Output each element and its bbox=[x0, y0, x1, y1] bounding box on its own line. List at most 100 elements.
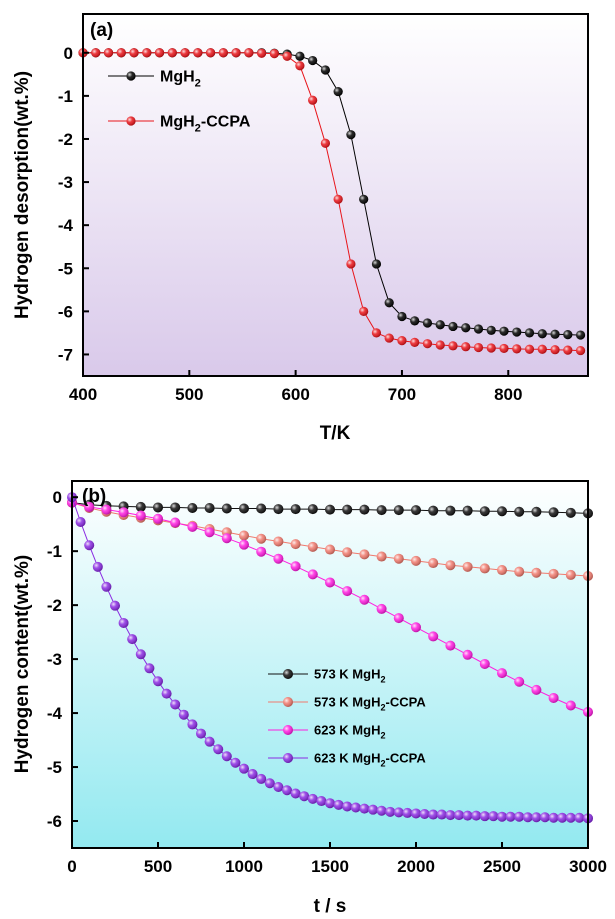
data-point-shine bbox=[153, 513, 163, 524]
y-tick-label: 0 bbox=[53, 488, 62, 507]
legend-label: MgH2-CCPA bbox=[160, 114, 251, 135]
data-point-shine bbox=[548, 568, 559, 579]
data-point-shine bbox=[350, 802, 361, 813]
plot-frame-a bbox=[82, 13, 589, 377]
x-tick-label: 0 bbox=[67, 857, 76, 876]
data-point-shine bbox=[435, 320, 445, 330]
data-point-shine bbox=[359, 549, 370, 560]
y-tick-label: -4 bbox=[58, 216, 74, 235]
data-point-shine bbox=[479, 811, 490, 822]
panel-label-a: (a) bbox=[90, 20, 113, 41]
data-point-shine bbox=[454, 810, 464, 821]
axes-a: 400 500 600 700 800 0 -1 -2 -3 -4 -5 -6 -7 bbox=[58, 44, 523, 404]
data-point-shine bbox=[497, 506, 507, 517]
y-tick-label: -3 bbox=[47, 650, 62, 669]
data-point-shine bbox=[575, 345, 586, 356]
data-point-shine bbox=[499, 343, 509, 354]
data-point-shine bbox=[346, 130, 356, 140]
data-point-shine bbox=[411, 505, 421, 516]
data-point-shine bbox=[505, 811, 516, 822]
data-point-shine bbox=[320, 138, 330, 148]
panel-label-b: (b) bbox=[82, 486, 106, 507]
y-tick-label: -7 bbox=[58, 345, 73, 364]
data-point-shine bbox=[170, 502, 181, 513]
data-point-shine bbox=[75, 517, 86, 528]
data-point-shine bbox=[479, 563, 490, 574]
legend-a: MgH2 MgH2-CCPA bbox=[108, 69, 251, 135]
data-point-shine bbox=[473, 324, 484, 334]
y-tick-label: -5 bbox=[58, 259, 73, 278]
data-point-shine bbox=[204, 736, 215, 747]
data-point-shine bbox=[178, 709, 189, 720]
y-tick-label: -3 bbox=[58, 173, 73, 192]
data-point-shine bbox=[167, 48, 177, 58]
data-point-shine bbox=[411, 555, 421, 566]
data-point-shine bbox=[204, 527, 215, 538]
data-point-shine bbox=[540, 812, 550, 823]
x-tick-label: 600 bbox=[281, 385, 309, 404]
data-point-shine bbox=[84, 501, 95, 512]
data-point-shine bbox=[135, 649, 146, 660]
data-point-shine bbox=[116, 48, 126, 58]
data-point-shine bbox=[448, 321, 458, 332]
data-point-shine bbox=[524, 328, 535, 338]
data-point-shine bbox=[461, 342, 471, 352]
axes-b: 0 500 1000 1500 2000 2500 3000 0 -1 -2 -3 -4 -5 -6 bbox=[47, 488, 607, 876]
x-tick-label: 2500 bbox=[483, 857, 521, 876]
data-point-shine bbox=[205, 48, 216, 58]
legend-marker-shine bbox=[283, 725, 293, 735]
data-point-shine bbox=[419, 808, 430, 819]
data-point-shine bbox=[565, 569, 576, 580]
x-tick-label: 2000 bbox=[397, 857, 435, 876]
data-point-shine bbox=[290, 788, 301, 799]
data-point-shine bbox=[497, 565, 507, 576]
data-point-shine bbox=[512, 327, 522, 337]
data-point-shine bbox=[565, 700, 576, 711]
data-point-shine bbox=[127, 634, 138, 645]
data-point-shine bbox=[333, 194, 343, 204]
y-tick-label: -6 bbox=[47, 812, 62, 831]
data-point-shine bbox=[488, 811, 499, 822]
data-point-shine bbox=[574, 812, 585, 823]
y-tick-label: -6 bbox=[58, 302, 73, 321]
x-tick-label: 400 bbox=[69, 385, 97, 404]
data-point-shine bbox=[436, 809, 447, 820]
data-point-shine bbox=[497, 668, 507, 679]
data-point-shine bbox=[384, 298, 394, 308]
data-point-shine bbox=[153, 676, 163, 687]
data-point-shine bbox=[142, 48, 152, 58]
data-point-shine bbox=[514, 676, 525, 687]
data-point-shine bbox=[273, 553, 284, 564]
data-point-shine bbox=[428, 505, 439, 516]
data-point-shine bbox=[422, 339, 433, 349]
data-point-shine bbox=[239, 539, 249, 550]
x-tick-label: 700 bbox=[388, 385, 416, 404]
data-point-shine bbox=[180, 48, 190, 58]
data-point-shine bbox=[273, 782, 284, 793]
plot-area-a bbox=[83, 14, 588, 376]
y-tick-label: -1 bbox=[47, 542, 62, 561]
data-point-shine bbox=[239, 503, 249, 514]
data-point-shine bbox=[307, 504, 318, 515]
data-point-shine bbox=[161, 688, 172, 699]
data-point-shine bbox=[196, 728, 206, 739]
data-point-shine bbox=[428, 558, 439, 569]
data-point-shine bbox=[230, 757, 241, 768]
data-point-shine bbox=[462, 561, 473, 572]
y-tick-label: 0 bbox=[64, 44, 73, 63]
data-point-shine bbox=[110, 600, 120, 611]
data-point-shine bbox=[256, 546, 267, 557]
data-point-shine bbox=[445, 810, 456, 821]
data-point-shine bbox=[325, 798, 335, 809]
x-axis-title-b: t / s bbox=[314, 896, 347, 917]
data-point-shine bbox=[295, 51, 305, 61]
x-tick-label: 1500 bbox=[311, 857, 349, 876]
legend-b: 573 K MgH2 573 K MgH2-CCPA 623 K MgH2 623 K… bbox=[268, 667, 426, 768]
data-point-shine bbox=[273, 504, 284, 515]
data-point-shine bbox=[479, 506, 490, 517]
data-point-shine bbox=[213, 744, 224, 755]
data-point-shine bbox=[462, 810, 473, 821]
data-point-shine bbox=[550, 345, 560, 355]
x-axis-title-a: T/K bbox=[320, 423, 351, 444]
data-point-shine bbox=[397, 336, 407, 346]
